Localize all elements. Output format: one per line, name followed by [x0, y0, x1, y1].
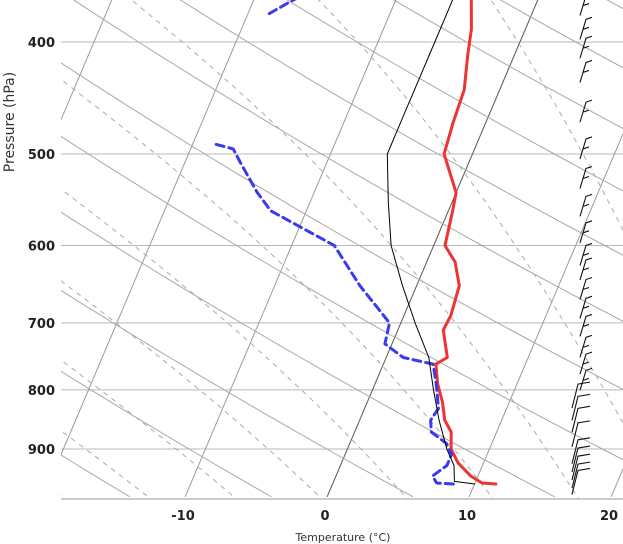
- y-tick-label: 600: [28, 240, 55, 255]
- wind-barb: [579, 16, 593, 40]
- dewpoint-line: [212, 142, 455, 486]
- grid-lines: [61, 0, 623, 499]
- y-tick-label: 400: [28, 36, 55, 51]
- x-tick-label: 20: [600, 509, 618, 524]
- wind-barb: [571, 437, 591, 464]
- wind-barb: [579, 295, 593, 319]
- x-axis-title: Temperature (°C): [295, 531, 391, 544]
- isotherm--30: [61, 0, 113, 122]
- wind-barb: [571, 405, 591, 433]
- wind-barb: [579, 0, 590, 16]
- dry-adiabat: [61, 62, 623, 390]
- dry-adiabat: [392, 0, 623, 130]
- flight-level-label: FL 50: [68, 0, 101, 3]
- wind-barb: [571, 467, 591, 495]
- wind-barb: [571, 461, 591, 489]
- y-tick-label: 700: [28, 317, 55, 332]
- x-tick-label: 0: [320, 509, 329, 524]
- flight-level-label: FL 180: [68, 0, 108, 3]
- y-tick-label: 500: [28, 148, 55, 163]
- profile-lines: [212, 0, 498, 486]
- moist-adiabat: [130, 0, 580, 499]
- isotherm-0: [326, 0, 539, 498]
- wind-barb: [579, 193, 593, 217]
- moist-adiabat: [61, 188, 409, 499]
- isotherm--20: [61, 0, 255, 456]
- wind-barb: [571, 445, 591, 473]
- moist-adiabat: [61, 280, 323, 499]
- wind-barb: [571, 393, 591, 421]
- flight-level-labels: FL 240FL 180FL 100FL 50: [68, 0, 108, 3]
- moist-adiabat: [317, 0, 623, 425]
- dry-adiabat: [61, 289, 414, 498]
- wind-barb: [579, 220, 593, 243]
- wind-barbs: [571, 0, 593, 495]
- temperature-line: [434, 0, 498, 486]
- plot-area: [61, 0, 623, 499]
- y-tick-label: 800: [28, 384, 55, 399]
- wind-barb: [579, 242, 593, 266]
- dry-adiabat: [61, 370, 272, 498]
- dry-adiabat: [179, 0, 623, 256]
- wind-barb: [579, 165, 593, 189]
- dewpoint-line: [267, 0, 297, 16]
- wind-barb: [579, 334, 593, 358]
- dry-adiabat: [286, 0, 623, 192]
- x-tick-label: -10: [171, 509, 195, 524]
- wind-barb: [579, 257, 593, 281]
- x-tick-label: 10: [458, 509, 476, 524]
- wind-barb: [571, 381, 591, 409]
- dry-adiabat: [72, 0, 623, 322]
- flight-level-label: FL 100: [68, 0, 108, 3]
- y-axis-title: Pressure (hPa): [2, 72, 18, 172]
- isotherm-10: [468, 132, 623, 498]
- x-tick-labels: -10 0 10 20: [171, 509, 618, 524]
- parcel-line: [386, 0, 476, 485]
- wind-barb: [579, 351, 593, 375]
- moist-adiabat: [61, 78, 494, 499]
- y-tick-labels: 400 500 600 700 800 900: [28, 36, 55, 458]
- moist-adiabat: [61, 359, 238, 499]
- wind-barb: [579, 276, 593, 300]
- wind-barb: [571, 453, 591, 481]
- wind-barb: [579, 313, 593, 337]
- y-tick-label: 900: [28, 443, 55, 458]
- isotherm--10: [184, 0, 397, 498]
- wind-barb: [579, 35, 593, 59]
- wind-barb: [579, 99, 593, 123]
- wind-barb: [579, 59, 593, 83]
- flight-level-label: FL 240: [68, 0, 108, 3]
- wind-barb: [579, 367, 593, 391]
- wind-barb: [571, 420, 591, 447]
- wind-barb: [579, 136, 593, 160]
